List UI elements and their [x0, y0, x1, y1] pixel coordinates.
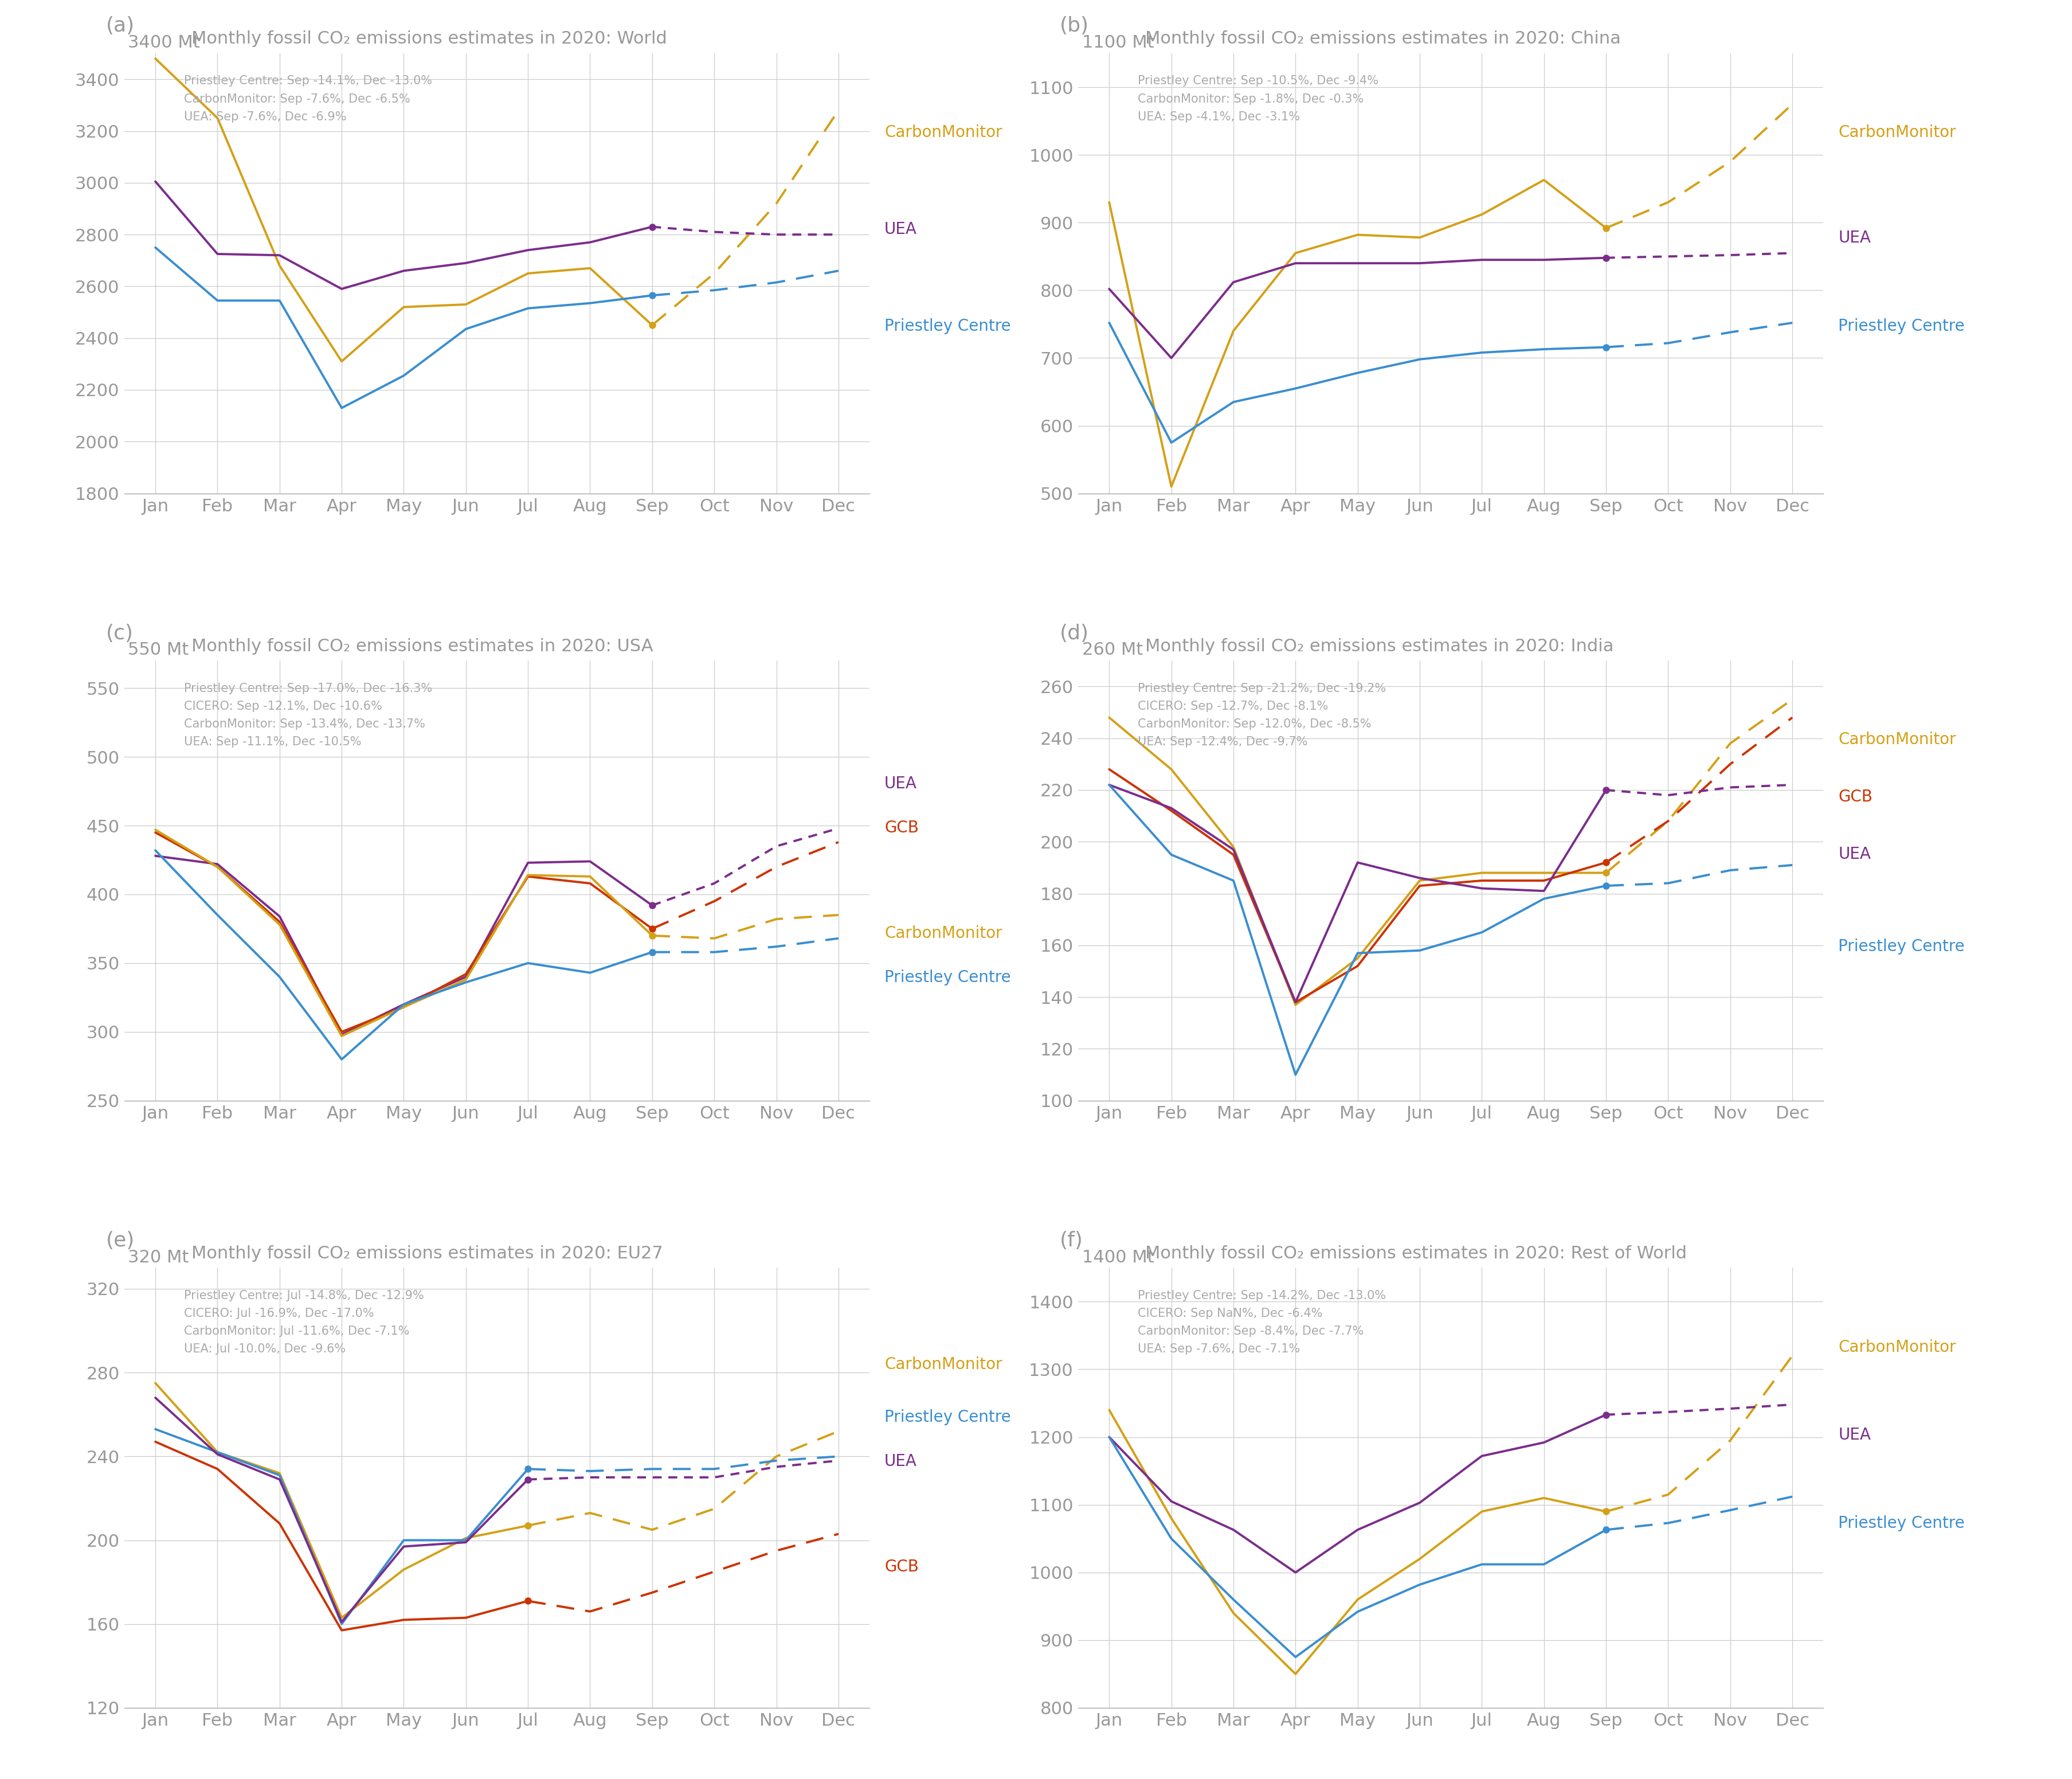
- Text: CarbonMonitor: CarbonMonitor: [885, 1357, 1003, 1373]
- Text: GCB: GCB: [885, 1558, 918, 1574]
- Text: 320 Mt: 320 Mt: [128, 1249, 189, 1265]
- Text: CarbonMonitor: CarbonMonitor: [885, 925, 1003, 941]
- Text: 1100 Mt: 1100 Mt: [1082, 34, 1154, 52]
- Text: 550 Mt: 550 Mt: [128, 642, 189, 658]
- Text: (d): (d): [1059, 623, 1088, 642]
- Text: Priestley Centre: Priestley Centre: [885, 318, 1011, 334]
- Text: CarbonMonitor: CarbonMonitor: [1838, 1340, 1956, 1356]
- Text: Priestley Centre: Priestley Centre: [1838, 939, 1964, 955]
- Text: Priestley Centre: Priestley Centre: [885, 1409, 1011, 1425]
- Text: GCB: GCB: [885, 820, 918, 836]
- Text: UEA: UEA: [885, 776, 918, 792]
- Text: Priestley Centre: Sep -17.0%, Dec -16.3%
CICERO: Sep -12.1%, Dec -10.6%
CarbonMo: Priestley Centre: Sep -17.0%, Dec -16.3%…: [184, 683, 433, 747]
- Text: UEA: UEA: [1838, 229, 1871, 246]
- Text: Priestley Centre: Priestley Centre: [1838, 318, 1964, 334]
- Text: 260 Mt: 260 Mt: [1082, 642, 1144, 658]
- Text: UEA: UEA: [885, 1453, 918, 1469]
- Text: (b): (b): [1059, 16, 1088, 36]
- Text: Monthly fossil CO₂ emissions estimates in 2020: India: Monthly fossil CO₂ emissions estimates i…: [1146, 639, 1614, 655]
- Text: Priestley Centre: Priestley Centre: [1838, 1516, 1964, 1532]
- Text: CarbonMonitor: CarbonMonitor: [1838, 731, 1956, 747]
- Text: (e): (e): [106, 1231, 135, 1251]
- Text: Monthly fossil CO₂ emissions estimates in 2020: Rest of World: Monthly fossil CO₂ emissions estimates i…: [1146, 1245, 1687, 1261]
- Text: 3400 Mt: 3400 Mt: [128, 34, 201, 52]
- Text: Monthly fossil CO₂ emissions estimates in 2020: China: Monthly fossil CO₂ emissions estimates i…: [1146, 30, 1620, 48]
- Text: UEA: UEA: [1838, 847, 1871, 863]
- Text: (f): (f): [1059, 1231, 1084, 1251]
- Text: Priestley Centre: Sep -14.1%, Dec -13.0%
CarbonMonitor: Sep -7.6%, Dec -6.5%
UEA: Priestley Centre: Sep -14.1%, Dec -13.0%…: [184, 75, 433, 123]
- Text: (a): (a): [106, 16, 135, 36]
- Text: CarbonMonitor: CarbonMonitor: [885, 125, 1003, 141]
- Text: Monthly fossil CO₂ emissions estimates in 2020: World: Monthly fossil CO₂ emissions estimates i…: [191, 30, 667, 48]
- Text: (c): (c): [106, 623, 133, 642]
- Text: UEA: UEA: [1838, 1427, 1871, 1443]
- Text: Priestley Centre: Priestley Centre: [885, 970, 1011, 986]
- Text: Priestley Centre: Sep -14.2%, Dec -13.0%
CICERO: Sep NaN%, Dec -6.4%
CarbonMonit: Priestley Centre: Sep -14.2%, Dec -13.0%…: [1138, 1290, 1386, 1356]
- Text: Priestley Centre: Sep -10.5%, Dec -9.4%
CarbonMonitor: Sep -1.8%, Dec -0.3%
UEA:: Priestley Centre: Sep -10.5%, Dec -9.4% …: [1138, 75, 1378, 123]
- Text: Priestley Centre: Jul -14.8%, Dec -12.9%
CICERO: Jul -16.9%, Dec -17.0%
CarbonMo: Priestley Centre: Jul -14.8%, Dec -12.9%…: [184, 1290, 425, 1356]
- Text: 1400 Mt: 1400 Mt: [1082, 1249, 1154, 1265]
- Text: CarbonMonitor: CarbonMonitor: [1838, 125, 1956, 141]
- Text: Monthly fossil CO₂ emissions estimates in 2020: EU27: Monthly fossil CO₂ emissions estimates i…: [191, 1245, 663, 1261]
- Text: Priestley Centre: Sep -21.2%, Dec -19.2%
CICERO: Sep -12.7%, Dec -8.1%
CarbonMon: Priestley Centre: Sep -21.2%, Dec -19.2%…: [1138, 683, 1386, 747]
- Text: GCB: GCB: [1838, 788, 1873, 806]
- Text: UEA: UEA: [885, 221, 918, 237]
- Text: Monthly fossil CO₂ emissions estimates in 2020: USA: Monthly fossil CO₂ emissions estimates i…: [191, 639, 653, 655]
